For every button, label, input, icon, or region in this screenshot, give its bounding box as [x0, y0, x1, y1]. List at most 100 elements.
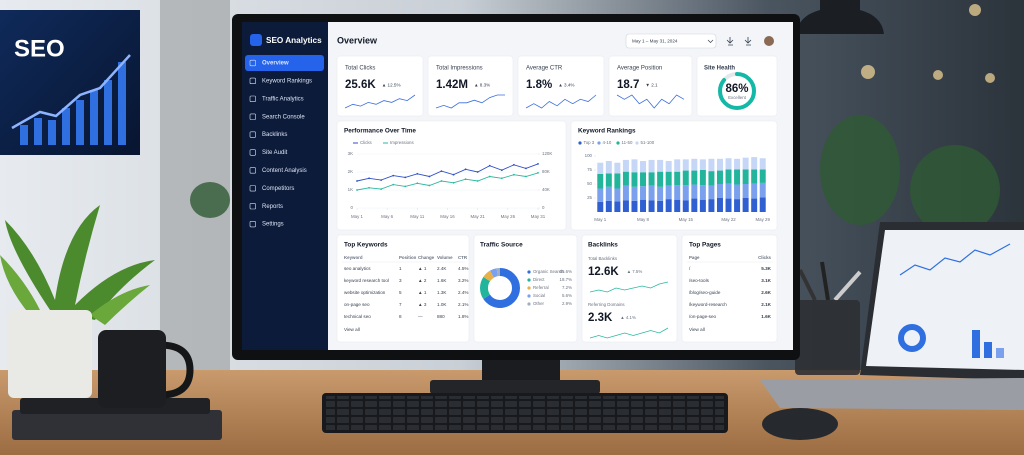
avatar[interactable]: [764, 36, 774, 46]
point: [476, 171, 479, 173]
date-range[interactable]: May 1 – May 31, 2024: [632, 39, 678, 44]
table-cell: 2.1%: [458, 302, 468, 307]
bar-segment: [759, 182, 766, 198]
table-cell: /on-page-seo: [689, 314, 717, 319]
point: [500, 177, 503, 180]
view-all-link[interactable]: View all: [344, 327, 360, 332]
table-cell: ▲ 3: [418, 302, 427, 307]
bar-segment: [716, 184, 723, 198]
menu-item[interactable]: Reports: [262, 204, 283, 210]
point: [452, 181, 455, 184]
table-title: Top Keywords: [344, 242, 388, 249]
legend-swatch: [635, 141, 639, 145]
kpi-value: 1.42M: [436, 79, 468, 91]
menu-icon: [249, 59, 256, 67]
bar-segment: [751, 198, 758, 212]
point: [537, 172, 539, 174]
table-cell: 1.8%: [458, 314, 468, 319]
bar-segment: [759, 158, 766, 170]
background-plants: [190, 115, 1000, 235]
view-all-link[interactable]: View all: [689, 327, 705, 332]
menu-item[interactable]: Traffic Analytics: [262, 96, 304, 102]
point: [488, 164, 491, 167]
lamp: [796, 0, 884, 34]
menu-item[interactable]: Backlinks: [262, 132, 287, 138]
menu-item[interactable]: Content Analysis: [262, 168, 307, 174]
menu-item[interactable]: Settings: [262, 222, 284, 228]
health-label: Site Health: [704, 66, 735, 72]
date-picker[interactable]: [625, 33, 717, 49]
bar-segment: [640, 186, 647, 200]
metric-change: ▲ 4.1%: [620, 315, 636, 320]
bar-segment: [622, 185, 629, 201]
bar-segment: [665, 199, 672, 212]
brand: SEO Analytics: [266, 36, 322, 45]
kpi-value: 1.8%: [526, 79, 552, 91]
bar-segment: [614, 188, 621, 202]
bar-segment: [725, 169, 732, 184]
metric-label: Referring Domains: [588, 302, 625, 307]
legend-label: 4-10: [603, 140, 612, 145]
point: [428, 184, 431, 187]
legend-label: Impressions: [390, 140, 414, 145]
table-cell: website optimization: [344, 290, 386, 295]
menu-icon: [249, 113, 256, 120]
point: [428, 175, 431, 178]
sparkline: [616, 94, 685, 109]
table-cell: 3.2%: [458, 278, 468, 283]
bar-segment: [725, 198, 732, 212]
y2-tick-label: 120K: [542, 151, 552, 156]
kpi-value: 25.6K: [345, 79, 376, 91]
bar-segment: [691, 170, 698, 185]
bar-segment: [742, 169, 749, 184]
bar-segment: [605, 186, 612, 201]
legend-value: 2.9%: [562, 301, 572, 306]
kpi-label: Average Position: [617, 66, 662, 72]
bar-segment: [682, 185, 689, 201]
pen-cup: [795, 261, 862, 375]
bar-segment: [597, 201, 604, 212]
bar-segment: [665, 171, 672, 186]
export-icon[interactable]: [744, 37, 752, 46]
chart-title: Keyword Rankings: [578, 128, 636, 135]
kpi-change: ▲ 8.3%: [474, 83, 490, 88]
point: [464, 168, 467, 171]
poster-title: SEO: [14, 35, 65, 62]
health-score: 86%: [725, 83, 748, 95]
menu-item[interactable]: Competitors: [262, 186, 294, 192]
kpi-label: Average CTR: [526, 66, 563, 72]
card: [336, 120, 567, 231]
table-cell: 3: [399, 278, 402, 283]
bar-segment: [640, 199, 647, 212]
point: [392, 183, 395, 186]
point: [525, 175, 527, 178]
bar-segment: [716, 158, 723, 171]
y-tick-label: 0: [351, 205, 354, 210]
point: [512, 173, 515, 176]
menu-item[interactable]: Site Audit: [262, 150, 288, 156]
download-icon[interactable]: [726, 37, 734, 46]
bar-segment: [699, 199, 706, 212]
kpi-change: ▲ 3.4%: [558, 83, 574, 88]
bar-segment: [691, 184, 698, 199]
series-line: [356, 172, 539, 191]
table-cell: seo analytics: [344, 266, 371, 271]
bokeh: [861, 4, 995, 83]
x-tick-label: May 6: [381, 214, 394, 219]
sparkline: [525, 94, 597, 109]
table-cell: ▲ 1: [418, 266, 427, 271]
plant: [0, 205, 155, 398]
menu-item[interactable]: Keyword Rankings: [262, 78, 312, 84]
metric-label: Total Backlinks: [588, 256, 618, 261]
table-cell: 5.3K: [761, 266, 771, 271]
bar-segment: [742, 198, 749, 212]
menu-item[interactable]: Overview: [262, 61, 289, 67]
menu-item[interactable]: Search Console: [262, 114, 305, 120]
point: [537, 163, 539, 165]
table-cell: /seo-tools: [689, 278, 710, 283]
menu-icon: [249, 95, 256, 102]
bar-segment: [631, 159, 638, 173]
bar-segment: [725, 158, 732, 170]
bar-segment: [699, 185, 706, 200]
bar-segment: [751, 183, 758, 199]
